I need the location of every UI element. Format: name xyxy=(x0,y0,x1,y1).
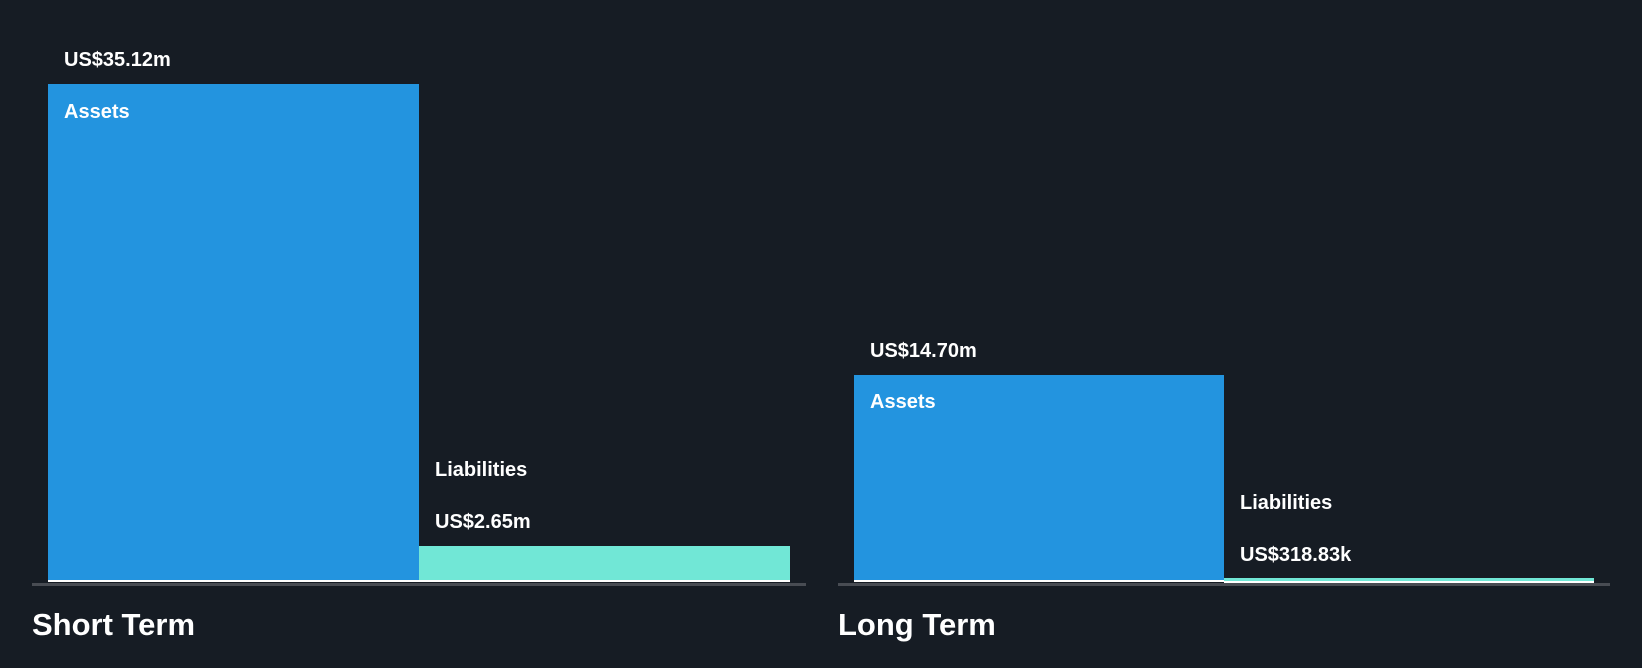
long-term-axis xyxy=(838,583,1610,586)
long-term-liabilities-label: Liabilities xyxy=(1240,492,1333,514)
long-term-liabilities-bar[interactable] xyxy=(1224,578,1594,581)
short-term-assets-bar[interactable] xyxy=(48,84,419,580)
short-term-assets-label: Assets xyxy=(64,101,130,123)
short-term-axis xyxy=(32,583,806,586)
short-term-title: Short Term xyxy=(32,607,196,642)
long-term-title: Long Term xyxy=(838,607,996,642)
long-term-assets-value: US$14.70m xyxy=(870,340,977,362)
short-term-assets-value: US$35.12m xyxy=(64,49,171,71)
long-term-assets-label: Assets xyxy=(870,391,936,413)
short-term-liabilities-bar[interactable] xyxy=(419,546,790,580)
long-term-assets-baseline xyxy=(854,580,1224,582)
short-term-liabilities-baseline xyxy=(419,580,790,582)
long-term-liabilities-value: US$318.83k xyxy=(1240,544,1352,566)
long-term-assets-bar[interactable] xyxy=(854,375,1224,580)
long-term-liabilities-baseline xyxy=(1224,581,1594,583)
short-term-liabilities-value: US$2.65m xyxy=(435,511,531,533)
short-term-liabilities-label: Liabilities xyxy=(435,459,528,481)
short-term-assets-baseline xyxy=(48,580,419,582)
